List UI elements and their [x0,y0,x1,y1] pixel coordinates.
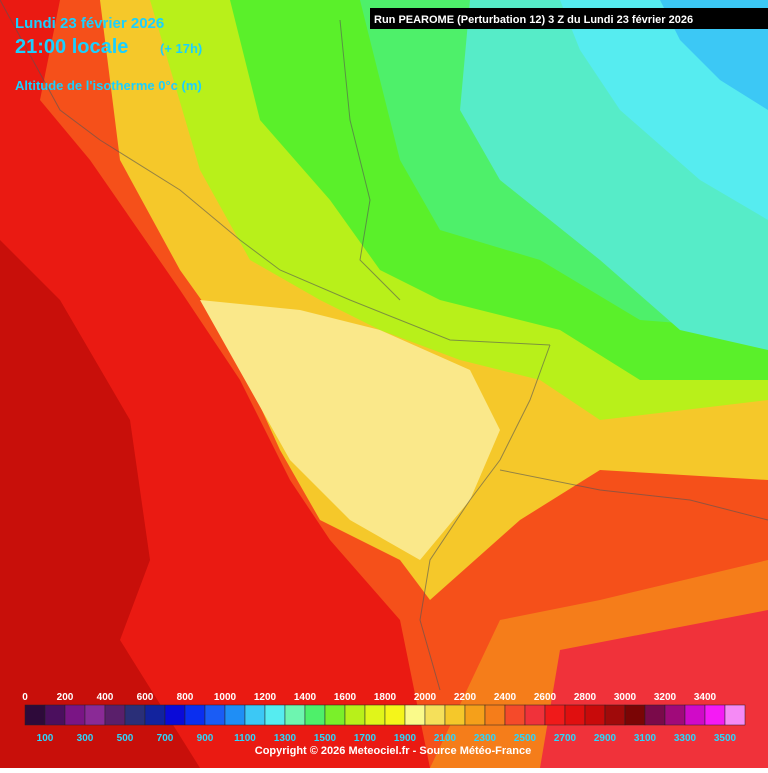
legend-cell [404,704,426,726]
legend-label: 3100 [634,733,657,744]
borders [0,0,768,691]
zone-light-yellow [200,300,500,560]
legend-label: 2300 [474,733,497,744]
legend-cell [164,704,186,726]
legend-cell [504,704,526,726]
legend-cell [24,704,46,726]
legend-label: 1600 [334,692,357,703]
legend-cell [44,704,66,726]
legend-label: 800 [177,692,194,703]
legend-cell [484,704,506,726]
legend-label: 2400 [494,692,517,703]
legend-cell [704,704,726,726]
legend-label: 1300 [274,733,297,744]
legend-label: 2200 [454,692,477,703]
legend-cell [344,704,366,726]
legend-cell [464,704,486,726]
legend-cell [64,704,86,726]
legend-cell [684,704,706,726]
legend-cell [124,704,146,726]
legend-cell [184,704,206,726]
legend-label: 2700 [554,733,577,744]
legend-label: 300 [77,733,94,744]
run-box [370,8,768,29]
legend-cell [204,704,226,726]
legend-label: 100 [37,733,54,744]
legend-label: 2800 [574,692,597,703]
legend-label: 2100 [434,733,457,744]
legend-label: 1500 [314,733,337,744]
legend-label: 1100 [234,733,256,744]
legend-cell [144,704,166,726]
legend-cell [664,704,686,726]
legend-label: 2500 [514,733,537,744]
legend-label: 600 [137,692,154,703]
legend-cell [384,704,406,726]
border [419,344,551,691]
legend-cell [584,704,606,726]
legend-cell [324,704,346,726]
zone-southeast-red [540,610,768,768]
legend-cell [724,704,746,726]
legend-label: 2900 [594,733,617,744]
legend-label: 3200 [654,692,677,703]
legend-label: 1000 [214,692,237,703]
legend-label: 1800 [374,692,397,703]
legend-cell [284,704,306,726]
legend-cell [224,704,246,726]
legend-label: 200 [57,692,74,703]
legend-label: 3000 [614,692,637,703]
legend-cell [104,704,126,726]
legend-label: 1400 [294,692,317,703]
parameter: Altitude de l'isotherme 0°c (m) [15,78,202,93]
offset: (+ 17h) [160,41,202,56]
legend-label: 1200 [254,692,277,703]
legend-label: 3400 [694,692,717,703]
legend-label: 1700 [354,733,377,744]
time: 21:00 locale [15,36,128,58]
legend-cell [564,704,586,726]
legend-label: 900 [197,733,214,744]
legend-cell [444,704,466,726]
legend-label: 3500 [714,733,737,744]
zone-dark-red [0,240,200,768]
legend-label: 700 [157,733,174,744]
legend-cell [244,704,266,726]
legend-cell [264,704,286,726]
border [499,469,768,521]
legend-cell [424,704,446,726]
legend-label: 3300 [674,733,697,744]
copyright: Copyright © 2026 Meteociel.fr - Source M… [255,745,531,757]
run-info: Run PEAROME (Perturbation 12) 3 Z du Lun… [374,14,693,26]
legend-cell [524,704,546,726]
legend-cell [304,704,326,726]
legend-label: 0 [22,692,28,703]
legend-label: 2000 [414,692,437,703]
legend-cell [624,704,646,726]
legend-label: 400 [97,692,114,703]
legend-cell [544,704,566,726]
legend-cell [604,704,626,726]
legend-label: 2600 [534,692,557,703]
legend-cell [84,704,106,726]
legend-label: 1900 [394,733,417,744]
legend-label: 500 [117,733,134,744]
border [0,0,101,141]
border [99,139,551,346]
legend-cell [364,704,386,726]
legend-cell [644,704,666,726]
border [339,19,401,301]
legend: 0 200 400 600 800 1000 1200 1400 1600 1800 2000 220… [22,692,746,744]
date: Lundi 23 février 2026 [15,15,164,32]
